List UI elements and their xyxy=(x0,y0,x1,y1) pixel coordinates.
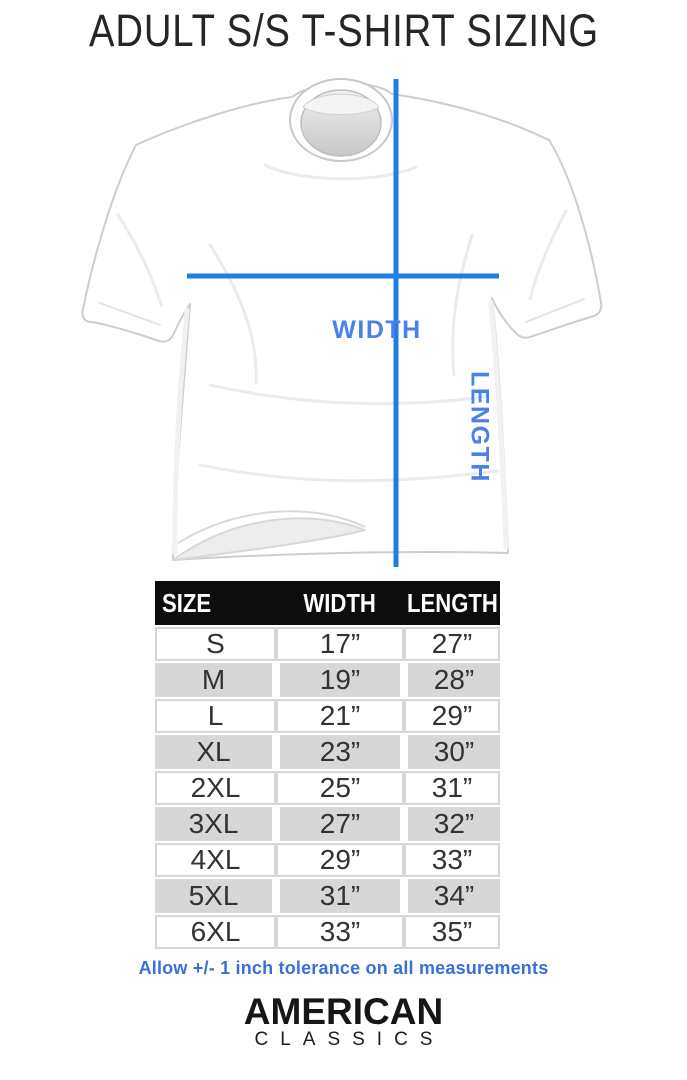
cell-width: 31” xyxy=(276,879,404,913)
cell-width: 29” xyxy=(276,843,404,877)
cell-size: 5XL xyxy=(155,879,276,913)
size-table: SIZE WIDTH LENGTH S 17” 27” M 19” 28” L … xyxy=(155,581,500,951)
length-measurement-label: LENGTH xyxy=(465,371,494,483)
table-row: 6XL 33” 35” xyxy=(155,915,500,949)
cell-width: 19” xyxy=(276,663,404,697)
cell-length: 34” xyxy=(404,879,500,913)
cell-length: 29” xyxy=(404,699,500,733)
header-length: LENGTH xyxy=(406,587,498,618)
brand-name-american: AMERICAN xyxy=(243,991,444,1032)
table-row: 4XL 29” 33” xyxy=(155,843,500,877)
cell-length: 31” xyxy=(404,771,500,805)
table-row: S 17” 27” xyxy=(155,627,500,661)
cell-size: 3XL xyxy=(155,807,276,841)
cell-size: S xyxy=(155,627,276,661)
table-row: 2XL 25” 31” xyxy=(155,771,500,805)
table-row: M 19” 28” xyxy=(155,663,500,697)
tshirt-diagram: WIDTH LENGTH xyxy=(60,75,620,575)
cell-length: 35” xyxy=(404,915,500,949)
cell-size: 2XL xyxy=(155,771,276,805)
cell-size: 4XL xyxy=(155,843,276,877)
hem-fold xyxy=(172,510,366,561)
header-width: WIDTH xyxy=(303,587,377,618)
cell-width: 23” xyxy=(276,735,404,769)
cell-length: 32” xyxy=(404,807,500,841)
cell-length: 33” xyxy=(404,843,500,877)
cell-size: M xyxy=(155,663,276,697)
cell-size: XL xyxy=(155,735,276,769)
brand-logo: AMERICAN CLASSICS xyxy=(0,993,687,1051)
table-row: L 21” 29” xyxy=(155,699,500,733)
header-size: SIZE xyxy=(162,587,212,618)
table-row: 3XL 27” 32” xyxy=(155,807,500,841)
cell-length: 28” xyxy=(404,663,500,697)
collar xyxy=(289,78,393,162)
table-row: XL 23” 30” xyxy=(155,735,500,769)
cell-width: 25” xyxy=(276,771,404,805)
page-title: ADULT S/S T-SHIRT SIZING xyxy=(0,8,687,53)
brand-name-classics: CLASSICS xyxy=(254,1029,445,1050)
tshirt-illustration xyxy=(81,78,603,567)
tolerance-note: Allow +/- 1 inch tolerance on all measur… xyxy=(138,958,549,978)
table-row: 5XL 31” 34” xyxy=(155,879,500,913)
table-header: SIZE WIDTH LENGTH xyxy=(155,581,500,625)
cell-size: L xyxy=(155,699,276,733)
cell-length: 27” xyxy=(404,627,500,661)
shirt-wrinkles xyxy=(99,163,585,556)
width-measurement-label: WIDTH xyxy=(332,316,422,344)
cell-width: 17” xyxy=(276,627,404,661)
cell-width: 33” xyxy=(276,915,404,949)
cell-length: 30” xyxy=(404,735,500,769)
shirt-outline xyxy=(81,82,603,561)
page-title-text: ADULT S/S T-SHIRT SIZING xyxy=(88,5,599,56)
cell-width: 21” xyxy=(276,699,404,733)
cell-size: 6XL xyxy=(155,915,276,949)
cell-width: 27” xyxy=(276,807,404,841)
